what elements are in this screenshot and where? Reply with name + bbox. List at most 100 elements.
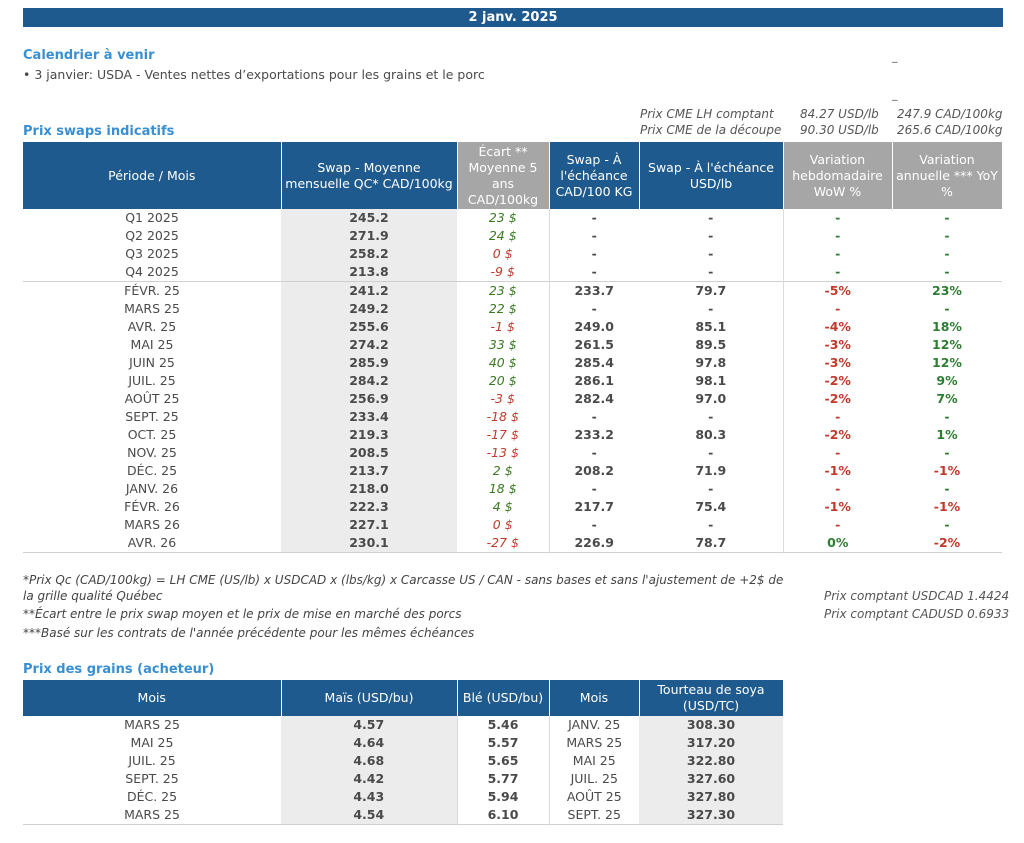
qc-swap-cell: 255.6: [281, 318, 457, 336]
yoy-cell: 12%: [932, 355, 962, 370]
corn-price-cell: 4.42: [281, 770, 457, 788]
cme-cut-cad: 265.6 CAD/100kg: [897, 123, 1003, 137]
wheat-price-cell: 5.94: [456, 788, 549, 806]
ecart-cell: 40 $: [488, 355, 517, 370]
soy-meal-price-cell: 327.80: [639, 788, 783, 806]
period-cell: DÉC. 25: [126, 463, 178, 478]
spot-usdcad: Prix comptant USDCAD 1.4424: [824, 589, 1010, 603]
ecart-cell: 0 $: [492, 246, 513, 261]
ecart-cell: -17 $: [486, 427, 519, 442]
yoy-cell: -: [944, 481, 950, 496]
yoy-cell: -1%: [933, 463, 961, 478]
table-row: Q4 2025 213.8 -9 $ - - - -: [23, 263, 1002, 282]
calendar-title: Calendrier à venir: [23, 48, 155, 63]
period-cell: FÉVR. 25: [23, 281, 281, 300]
period-cell: Q2 2025: [125, 228, 179, 243]
wow-cell: -: [835, 409, 841, 424]
cme-cut-usd: 90.30 USD/lb: [800, 123, 879, 137]
echeance-usd-cell: 97.0: [639, 390, 784, 408]
echeance-cad-cell: 282.4: [548, 390, 639, 408]
cme-labels: Prix CME LH comptant Prix CME de la déco…: [640, 106, 781, 138]
echeance-usd-cell: -: [639, 480, 784, 498]
wow-cell: -: [835, 445, 841, 460]
grain-month-cell: MAI 25: [130, 735, 174, 750]
table-row: JUIN 25 285.9 40 $ 285.4 97.8 -3% 12%: [23, 354, 1002, 372]
echeance-cad-cell: 217.7: [548, 498, 639, 516]
grain-month-cell: JUIL. 25: [128, 753, 176, 768]
table-row: JANV. 26 218.0 18 $ - - - -: [23, 480, 1002, 498]
grain-month-cell: MARS 25: [124, 807, 180, 822]
ecart-cell: 23 $: [457, 281, 549, 300]
ecart-cell: 18 $: [488, 481, 517, 496]
wow-cell: -: [835, 246, 841, 261]
grain-header-mais: Maïs (USD/bu): [281, 680, 458, 716]
echeance-usd-cell: -: [639, 209, 784, 227]
yoy-cell: -: [944, 246, 950, 261]
echeance-usd-cell: 85.1: [639, 318, 784, 336]
echeance-cad-cell: -: [548, 209, 639, 227]
table-row: DÉC. 25 4.43 5.94 AOÛT 25 327.80: [23, 788, 783, 806]
mark-top: _: [892, 50, 898, 63]
period-cell: OCT. 25: [127, 427, 177, 442]
soy-month-cell: MAI 25: [548, 752, 639, 770]
qc-swap-cell: 245.2: [281, 209, 457, 227]
swaps-title: Prix swaps indicatifs: [23, 124, 175, 139]
ecart-cell: 2 $: [492, 463, 513, 478]
table-row: MARS 26 227.1 0 $ - - - -: [23, 516, 1002, 534]
footnote-ecart: **Écart entre le prix swap moyen et le p…: [23, 607, 462, 621]
wow-cell: -1%: [824, 499, 851, 514]
table-row: MARS 25 249.2 22 $ - - - -: [23, 300, 1002, 318]
echeance-usd-cell: 80.3: [639, 426, 784, 444]
grain-header-soya: Tourteau de soya (USD/TC): [639, 680, 784, 716]
wow-cell: -5%: [783, 281, 892, 300]
echeance-usd-cell: -: [639, 245, 784, 263]
table-row: SEPT. 25 233.4 -18 $ - - - -: [23, 408, 1002, 426]
table-row: OCT. 25 219.3 -17 $ 233.2 80.3 -2% 1%: [23, 426, 1002, 444]
qc-swap-cell: 213.8: [281, 263, 457, 282]
wow-cell: -4%: [824, 319, 851, 334]
table-row: JUIL. 25 284.2 20 $ 286.1 98.1 -2% 9%: [23, 372, 1002, 390]
qc-swap-cell: 271.9: [281, 227, 457, 245]
qc-swap-cell: 285.9: [281, 354, 457, 372]
echeance-cad-cell: 208.2: [548, 462, 639, 480]
echeance-usd-cell: -: [639, 516, 784, 534]
echeance-cad-cell: -: [548, 408, 639, 426]
ecart-cell: -18 $: [486, 409, 519, 424]
echeance-usd-cell: 97.8: [639, 354, 784, 372]
table-row: MARS 25 4.54 6.10 SEPT. 25 327.30: [23, 806, 783, 825]
yoy-cell: -: [944, 228, 950, 243]
table-row: FÉVR. 26 222.3 4 $ 217.7 75.4 -1% -1%: [23, 498, 1002, 516]
echeance-cad-cell: -: [548, 300, 639, 318]
soy-month-cell: JUIL. 25: [548, 770, 639, 788]
qc-swap-cell: 208.5: [281, 444, 457, 462]
yoy-cell: 9%: [936, 373, 958, 388]
calendar-item: • 3 janvier: USDA - Ventes nettes d’expo…: [23, 67, 485, 82]
soy-month-cell: SEPT. 25: [548, 806, 639, 825]
table-row: AVR. 26 230.1 -27 $ 226.9 78.7 0% -2%: [23, 534, 1002, 553]
grain-header-ble: Blé (USD/bu): [457, 680, 550, 716]
echeance-cad-cell: 249.0: [548, 318, 639, 336]
wow-cell: -: [835, 481, 841, 496]
corn-price-cell: 4.64: [281, 734, 457, 752]
period-cell: JUIN 25: [129, 355, 175, 370]
qc-swap-cell: 222.3: [281, 498, 457, 516]
header-echeance-cad: Swap - À l'échéance CAD/100 KG: [549, 142, 640, 209]
grain-header-mois: Mois: [23, 680, 282, 716]
corn-price-cell: 4.43: [281, 788, 457, 806]
yoy-cell: -1%: [933, 499, 961, 514]
yoy-cell: -: [944, 445, 950, 460]
table-row: JUIL. 25 4.68 5.65 MAI 25 322.80: [23, 752, 783, 770]
wheat-price-cell: 6.10: [456, 806, 549, 825]
echeance-cad-cell: 233.7: [548, 281, 639, 300]
grain-month-cell: DÉC. 25: [126, 789, 178, 804]
grains-title: Prix des grains (acheteur): [23, 662, 215, 677]
mark-bottom: _: [892, 88, 898, 101]
grain-table: Mois Maïs (USD/bu) Blé (USD/bu) Mois Tou…: [23, 680, 784, 825]
echeance-cad-cell: 261.5: [548, 336, 639, 354]
wow-cell: -: [835, 264, 841, 279]
yoy-cell: -: [944, 301, 950, 316]
cme-lh-label: Prix CME LH comptant: [640, 107, 774, 121]
ecart-cell: 23 $: [488, 210, 517, 225]
wow-cell: -2%: [824, 391, 851, 406]
table-row: FÉVR. 25 241.2 23 $233.7 79.7 -5% 23%: [23, 281, 1002, 300]
